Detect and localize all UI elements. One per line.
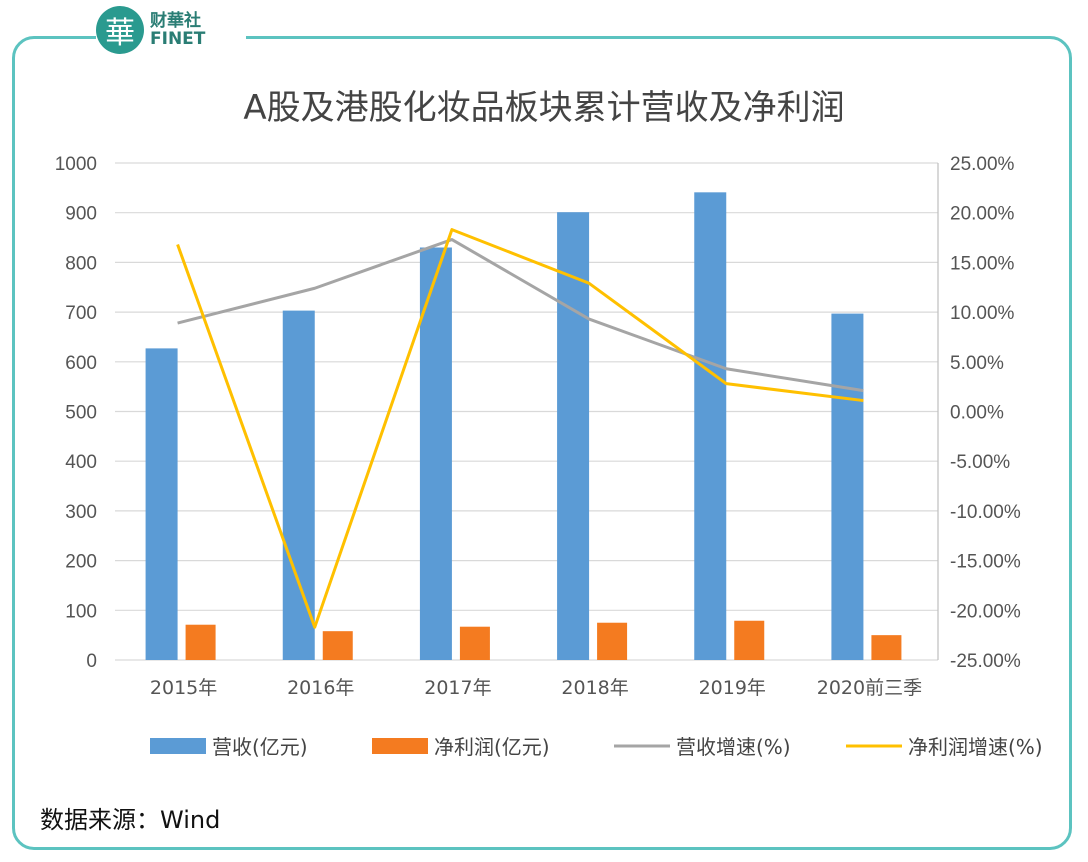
line-revenue-growth: [177, 238, 864, 393]
y-right-tick-label: -25.00%: [950, 651, 1021, 672]
bar-profit: [734, 620, 765, 660]
y-right-tick-label: 0.00%: [950, 403, 1004, 424]
legend-label: 营收(亿元): [212, 735, 308, 759]
legend-label: 净利润(亿元): [434, 735, 550, 759]
legend-swatch: [372, 738, 428, 754]
legend-label: 营收增速(%): [676, 735, 791, 759]
y-left-tick-label: 800: [65, 253, 97, 274]
x-tick-label: 2017年: [424, 677, 491, 699]
bar-profit: [185, 624, 216, 660]
y-right-tick-label: 15.00%: [950, 253, 1015, 274]
y-right-tick-label: -20.00%: [950, 601, 1021, 622]
bar-revenue: [557, 212, 590, 660]
bar-revenue: [145, 348, 178, 660]
y-right-tick-label: -15.00%: [950, 552, 1021, 573]
source-note: 数据来源：Wind: [40, 806, 221, 834]
line-profit-growth: [176, 228, 864, 629]
legend-label: 净利润增速(%): [908, 735, 1043, 759]
bar-profit: [459, 626, 490, 660]
x-tick-label: 2020前三季: [817, 677, 922, 699]
finet-logo: 華 财華社 FINET: [96, 4, 246, 56]
y-left-tick-label: 100: [65, 601, 97, 622]
y-left-tick-label: 200: [65, 552, 97, 573]
y-left-tick-label: 0: [86, 651, 97, 672]
y-left-tick-label: 700: [65, 303, 97, 324]
y-left-tick-label: 500: [65, 403, 97, 424]
y-left-tick-label: 400: [65, 452, 97, 473]
logo-text: 财華社 FINET: [150, 11, 206, 49]
bar-profit: [322, 631, 353, 660]
logo-mark: 華: [96, 6, 144, 54]
bar-revenue: [419, 247, 452, 661]
bar-revenue: [282, 310, 315, 660]
y-right-tick-label: -5.00%: [950, 452, 1010, 473]
bar-profit: [871, 635, 902, 660]
bar-profit: [597, 622, 628, 660]
y-right-tick-label: -10.00%: [950, 502, 1021, 523]
y-right-tick-label: 5.00%: [950, 353, 1004, 374]
y-left-tick-label: 900: [65, 204, 97, 225]
chart-title: A股及港股化妆品板块累计营收及净利润: [243, 88, 845, 128]
y-left-tick-label: 600: [65, 353, 97, 374]
x-tick-label: 2016年: [287, 677, 354, 699]
y-left-tick-label: 1000: [55, 154, 97, 175]
y-left-tick-label: 300: [65, 502, 97, 523]
x-tick-label: 2015年: [150, 677, 217, 699]
bar-revenue: [694, 192, 727, 660]
y-right-tick-label: 10.00%: [950, 303, 1015, 324]
x-tick-label: 2019年: [699, 677, 766, 699]
bar-revenue: [831, 313, 864, 660]
x-tick-label: 2018年: [561, 677, 628, 699]
legend-swatch: [150, 738, 206, 754]
chart-frame: [12, 36, 1072, 850]
y-right-tick-label: 25.00%: [950, 154, 1015, 175]
y-right-tick-label: 20.00%: [950, 204, 1015, 225]
